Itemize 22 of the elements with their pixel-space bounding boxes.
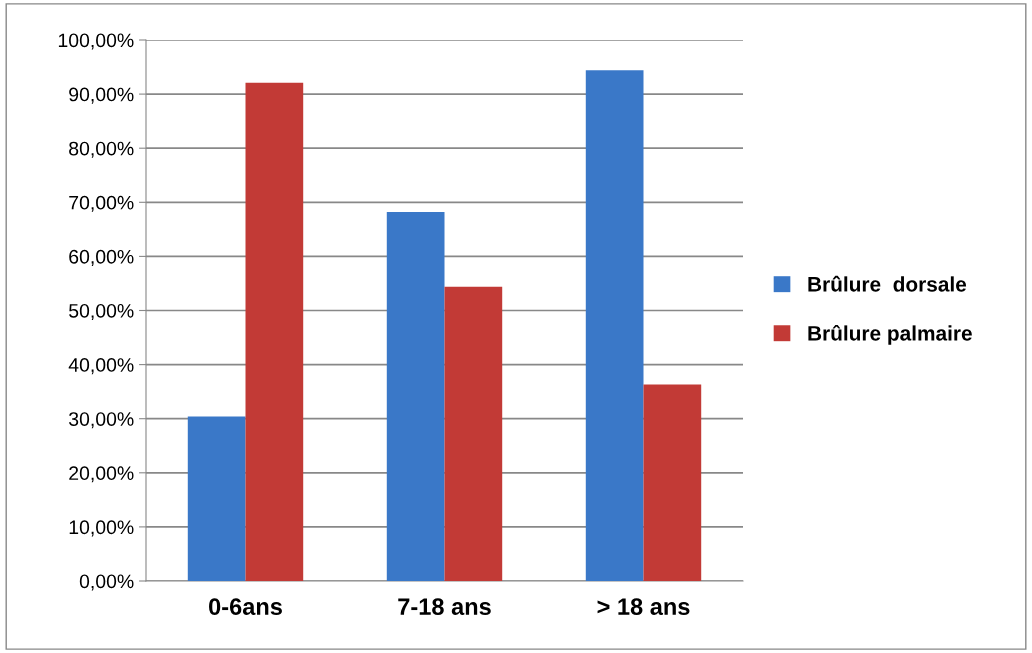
y-tick-label: 70,00%: [69, 195, 134, 212]
bar: [444, 286, 503, 581]
x-tick-label: 0-6ans: [209, 598, 282, 616]
x-tick-label: 7-18 ans: [398, 598, 491, 616]
bar: [585, 70, 644, 581]
legend-label: Brûlure palmaire: [808, 324, 972, 345]
y-tick-label: 50,00%: [69, 303, 134, 321]
y-tick-label: 10,00%: [69, 520, 134, 537]
y-tick-label: 90,00%: [69, 87, 134, 104]
bar: [643, 384, 702, 581]
y-tick-label: 60,00%: [69, 249, 134, 266]
legend-label: Brûlure dorsale: [808, 275, 967, 292]
y-tick-label: 30,00%: [68, 412, 134, 429]
y-tick-label: 0,00%: [79, 574, 134, 591]
y-tick-label: 40,00%: [68, 358, 134, 375]
y-tick-label: 80,00%: [69, 141, 134, 158]
bar: [245, 82, 304, 581]
bar: [187, 416, 246, 581]
y-tick-label: 20,00%: [69, 466, 134, 483]
bar: [386, 212, 445, 581]
x-tick-label: > 18 ans: [597, 598, 690, 616]
y-tick-label: 100,00%: [58, 33, 134, 50]
